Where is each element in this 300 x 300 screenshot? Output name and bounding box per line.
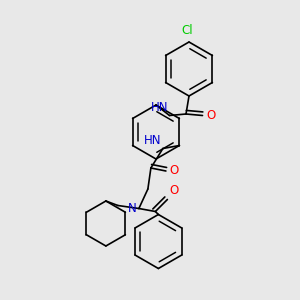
Text: O: O	[169, 184, 178, 197]
Text: N: N	[128, 202, 136, 215]
Text: Cl: Cl	[182, 25, 193, 38]
Text: HN: HN	[151, 101, 168, 114]
Text: HN: HN	[144, 134, 161, 147]
Text: O: O	[206, 109, 215, 122]
Text: O: O	[169, 164, 178, 178]
